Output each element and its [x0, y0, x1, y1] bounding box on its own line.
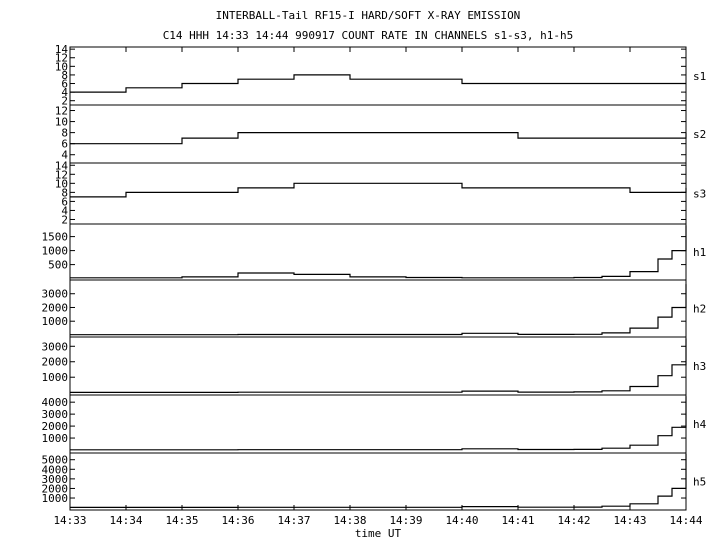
x-tick-label-11: 14:44: [669, 514, 702, 527]
channel-label-s2: s2: [693, 128, 706, 141]
y-tick-label-h3-1: 2000: [42, 356, 69, 369]
x-tick-label-1: 14:34: [109, 514, 142, 527]
y-tick-label-h4-0: 1000: [42, 432, 69, 445]
x-tick-label-0: 14:33: [53, 514, 86, 527]
panel-frame-h2: [69, 279, 687, 338]
y-tick-label-h4-1: 2000: [42, 420, 69, 433]
x-tick-label-5: 14:38: [333, 514, 366, 527]
y-tick-label-s3-0: 2: [61, 213, 68, 226]
time-axis: 14:33 14:34 14:35 14:36 14:37 14:38 14:39 14:40…: [53, 47, 703, 527]
y-tick-label-h5-3: 4000: [42, 463, 69, 476]
y-tick-label-h3-0: 1000: [42, 371, 69, 384]
y-tick-label-h5-2: 3000: [42, 473, 69, 486]
y-tick-label-s1-1: 4: [61, 86, 68, 99]
x-tick-label-2: 14:35: [165, 514, 198, 527]
series-line-s2: [70, 132, 687, 145]
panel-frame-h3: [69, 336, 687, 396]
x-axis-label: time UT: [355, 527, 402, 540]
panel-frame-s2: [69, 104, 687, 164]
panel-frame-h5: [69, 452, 687, 511]
x-tick-label-10: 14:43: [613, 514, 646, 527]
x-tick-label-4: 14:37: [277, 514, 310, 527]
series-line-s1: [70, 74, 686, 93]
y-tick-label-s2-3: 10: [55, 116, 68, 129]
y-tick-label-s2-2: 8: [61, 127, 68, 140]
y-tick-label-s3-5: 12: [55, 168, 68, 181]
channel-label-s3: s3: [693, 188, 706, 201]
y-tick-label-s3-2: 6: [61, 195, 68, 208]
x-tick-label-6: 14:39: [389, 514, 422, 527]
series-line-h1: [70, 225, 687, 279]
y-tick-label-h5-1: 2000: [42, 482, 69, 495]
panel-stack: 2468101214s14681012s22468101214s35001000…: [42, 43, 707, 511]
panel-frame-h4: [69, 394, 687, 454]
x-tick-label-3: 14:36: [221, 514, 254, 527]
y-tick-label-h1-2: 1500: [42, 231, 69, 244]
channel-label-h4: h4: [693, 418, 707, 431]
series-line-s3: [70, 182, 687, 198]
y-tick-label-s3-1: 4: [61, 204, 68, 217]
series-line-h3: [70, 338, 687, 393]
y-tick-label-s1-3: 8: [61, 69, 68, 82]
panel-frame-s1: [69, 46, 687, 106]
y-tick-label-h3-2: 3000: [42, 340, 69, 353]
x-tick-label-9: 14:42: [557, 514, 590, 527]
panel-frame-h1: [69, 223, 687, 281]
channel-label-s1: s1: [693, 70, 706, 83]
series-line-h2: [70, 284, 687, 336]
y-tick-label-h1-1: 1000: [42, 245, 69, 258]
panel-frame-s3: [69, 162, 687, 225]
chart-title: INTERBALL-Tail RF15-I HARD/SOFT X-RAY EM…: [216, 9, 521, 22]
y-tick-label-s1-0: 2: [61, 95, 68, 108]
y-tick-label-s3-3: 8: [61, 186, 68, 199]
y-tick-label-s1-5: 12: [55, 52, 68, 65]
y-tick-label-h2-2: 3000: [42, 288, 69, 301]
channel-label-h5: h5: [693, 476, 706, 489]
y-tick-label-s2-0: 4: [61, 149, 68, 162]
x-tick-label-7: 14:40: [445, 514, 478, 527]
y-tick-label-h2-1: 2000: [42, 301, 69, 314]
x-tick-label-8: 14:41: [501, 514, 534, 527]
y-tick-label-h1-0: 500: [48, 259, 68, 272]
y-tick-label-s3-6: 14: [55, 159, 69, 172]
series-line-h4: [70, 396, 687, 451]
channel-label-h3: h3: [693, 360, 706, 373]
y-tick-label-s1-6: 14: [55, 43, 69, 56]
panel-h3: 1000 2000 3000 h3: [42, 336, 706, 396]
y-tick-label-h2-0: 1000: [42, 315, 69, 328]
chart-subtitle: C14 HHH 14:33 14:44 990917 COUNT RATE IN…: [163, 29, 574, 42]
channel-label-h2: h2: [693, 303, 706, 316]
y-tick-label-s3-4: 10: [55, 177, 68, 190]
series-line-h5: [70, 454, 687, 508]
y-tick-label-h4-2: 3000: [42, 408, 69, 421]
y-tick-label-h5-4: 5000: [42, 454, 69, 467]
y-tick-label-s2-1: 6: [61, 138, 68, 151]
y-tick-label-s1-2: 6: [61, 78, 68, 91]
y-tick-label-s2-4: 12: [55, 105, 68, 118]
y-tick-label-h5-0: 1000: [42, 492, 69, 505]
y-tick-label-h4-3: 4000: [42, 396, 69, 409]
channel-label-h1: h1: [693, 246, 706, 259]
y-tick-label-s1-4: 10: [55, 60, 68, 73]
